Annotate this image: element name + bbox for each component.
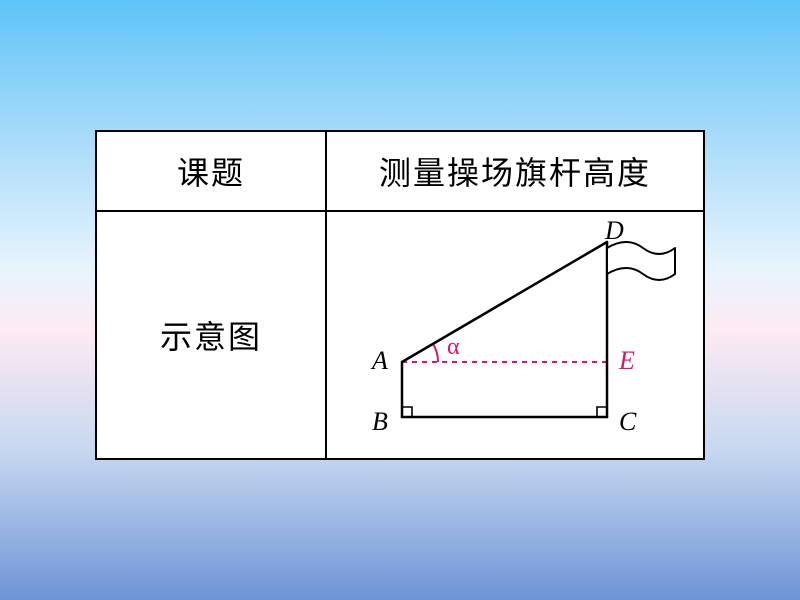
table-row: 示意图 A B C D E α [97,212,703,458]
point-label-b: B [372,407,388,437]
data-table: 课题 测量操场旗杆高度 示意图 A B C D E α [95,130,705,460]
point-label-d: D [605,216,624,246]
slide-stage: 课题 测量操场旗杆高度 示意图 A B C D E α [0,0,800,600]
header-cell-right: 测量操场旗杆高度 [327,132,703,210]
row2-left-cell: 示意图 [97,212,327,458]
header-left-label: 课题 [177,148,245,194]
diagram-cell: A B C D E α [327,212,703,458]
point-label-c: C [619,407,636,437]
table-row: 课题 测量操场旗杆高度 [97,132,703,212]
header-cell-left: 课题 [97,132,327,210]
row2-left-label: 示意图 [160,312,262,358]
header-right-label: 测量操场旗杆高度 [379,148,651,194]
flagpole-diagram: A B C D E α [327,212,703,458]
point-label-a: A [372,346,388,376]
point-label-e: E [619,346,635,376]
angle-label-alpha: α [447,334,460,361]
